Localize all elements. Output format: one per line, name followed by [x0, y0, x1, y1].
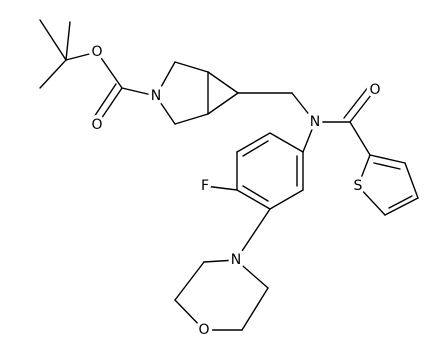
atom-label: N	[151, 88, 161, 104]
atom-label: O	[198, 322, 209, 338]
atom-label: O	[91, 117, 102, 133]
bonds	[39, 19, 419, 331]
atom-label: O	[369, 82, 380, 98]
atom-label: F	[201, 178, 209, 194]
atom-label: N	[310, 114, 320, 130]
atom-label: S	[354, 178, 363, 194]
atom-labels: O N O N O S F N O	[88, 41, 384, 342]
atom-label: O	[91, 44, 102, 60]
atom-label: N	[231, 252, 241, 268]
